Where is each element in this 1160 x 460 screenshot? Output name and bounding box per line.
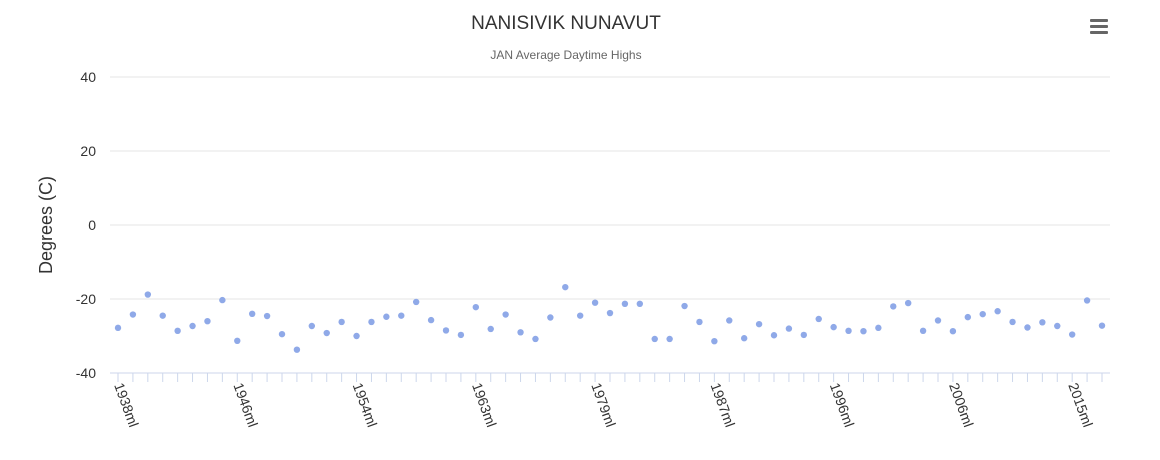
data-point bbox=[234, 337, 241, 345]
y-axis-label: Degrees (C) bbox=[36, 176, 56, 274]
data-point bbox=[1039, 319, 1046, 326]
data-point bbox=[129, 311, 137, 318]
data-point bbox=[815, 315, 822, 323]
data-point bbox=[457, 331, 465, 339]
y-tick-label: 0 bbox=[88, 217, 96, 233]
x-tick-label: 1954ml bbox=[350, 381, 381, 430]
x-tick-label: 2006ml bbox=[946, 381, 977, 430]
chart-title: NANISIVIK NUNAVUT bbox=[471, 13, 661, 34]
data-point bbox=[159, 312, 166, 319]
x-tick-label: 1987ml bbox=[708, 381, 739, 430]
data-point bbox=[830, 323, 837, 331]
data-point bbox=[949, 327, 957, 335]
data-point bbox=[353, 332, 360, 340]
data-point bbox=[785, 325, 793, 332]
data-point bbox=[994, 308, 1001, 315]
data-point bbox=[770, 332, 778, 339]
data-point bbox=[666, 335, 673, 343]
x-tick-label: 1979ml bbox=[588, 381, 619, 430]
data-point bbox=[368, 318, 375, 326]
data-point bbox=[219, 296, 226, 304]
x-axis: 1938ml 1946ml 1954ml 1963ml 1979ml 1987ml 1996… bbox=[110, 372, 1110, 430]
data-point bbox=[979, 310, 986, 318]
grid-lines bbox=[110, 76, 1110, 300]
data-point bbox=[427, 316, 435, 324]
data-point bbox=[591, 299, 599, 306]
data-point bbox=[174, 327, 181, 335]
data-point bbox=[800, 331, 808, 339]
data-point bbox=[1083, 297, 1091, 304]
data-point bbox=[502, 311, 509, 318]
y-tick-label: 20 bbox=[80, 143, 96, 159]
hamburger-menu-icon bbox=[1090, 19, 1108, 22]
data-point bbox=[711, 337, 718, 345]
data-point bbox=[1068, 331, 1076, 338]
data-point bbox=[845, 327, 852, 335]
data-point bbox=[532, 335, 539, 343]
data-point bbox=[860, 327, 867, 335]
data-point bbox=[383, 313, 390, 320]
data-point bbox=[606, 309, 614, 317]
data-point bbox=[1024, 324, 1031, 331]
data-point bbox=[1009, 318, 1016, 326]
data-point bbox=[934, 317, 942, 324]
data-point bbox=[621, 300, 629, 308]
data-point bbox=[412, 298, 420, 306]
x-tick-label: 2015ml bbox=[1065, 381, 1096, 430]
data-point bbox=[442, 327, 450, 334]
data-point bbox=[1054, 322, 1061, 330]
data-point bbox=[472, 303, 480, 311]
data-point bbox=[293, 346, 301, 353]
data-point bbox=[114, 324, 122, 332]
data-point bbox=[740, 335, 748, 342]
y-axis-ticks: 40 20 0 -20 -40 bbox=[76, 69, 96, 381]
data-point bbox=[248, 310, 256, 317]
data-point bbox=[189, 322, 196, 330]
data-point bbox=[547, 314, 554, 321]
data-point bbox=[1098, 322, 1106, 329]
data-point bbox=[144, 291, 152, 298]
data-point bbox=[681, 302, 688, 310]
data-point bbox=[636, 300, 644, 308]
data-point bbox=[278, 330, 286, 338]
x-tick-label: 1996ml bbox=[827, 381, 858, 430]
y-tick-label: -20 bbox=[76, 291, 96, 307]
data-point bbox=[651, 335, 658, 343]
chart-menu-button[interactable] bbox=[1086, 14, 1112, 38]
y-tick-label: 40 bbox=[80, 69, 96, 85]
data-point bbox=[576, 312, 584, 319]
data-point bbox=[562, 283, 569, 291]
data-point bbox=[308, 322, 316, 330]
data-point bbox=[338, 318, 345, 326]
data-point bbox=[890, 303, 897, 310]
data-point bbox=[919, 327, 927, 335]
data-point bbox=[398, 312, 405, 319]
data-point bbox=[263, 312, 271, 320]
data-point bbox=[323, 329, 330, 337]
x-tick-label: 1963ml bbox=[469, 381, 500, 430]
data-point bbox=[696, 318, 703, 326]
data-point bbox=[964, 313, 972, 321]
data-point bbox=[204, 318, 211, 325]
data-point bbox=[517, 329, 524, 336]
x-tick-label: 1938ml bbox=[111, 381, 142, 430]
data-points bbox=[114, 283, 1106, 353]
chart-subtitle: JAN Average Daytime Highs bbox=[490, 48, 641, 62]
data-point bbox=[726, 317, 733, 324]
data-point bbox=[487, 325, 494, 333]
x-tick-label: 1946ml bbox=[230, 381, 261, 430]
data-point bbox=[875, 324, 882, 332]
data-point bbox=[755, 320, 763, 328]
y-tick-label: -40 bbox=[76, 365, 96, 381]
data-point bbox=[904, 299, 912, 307]
